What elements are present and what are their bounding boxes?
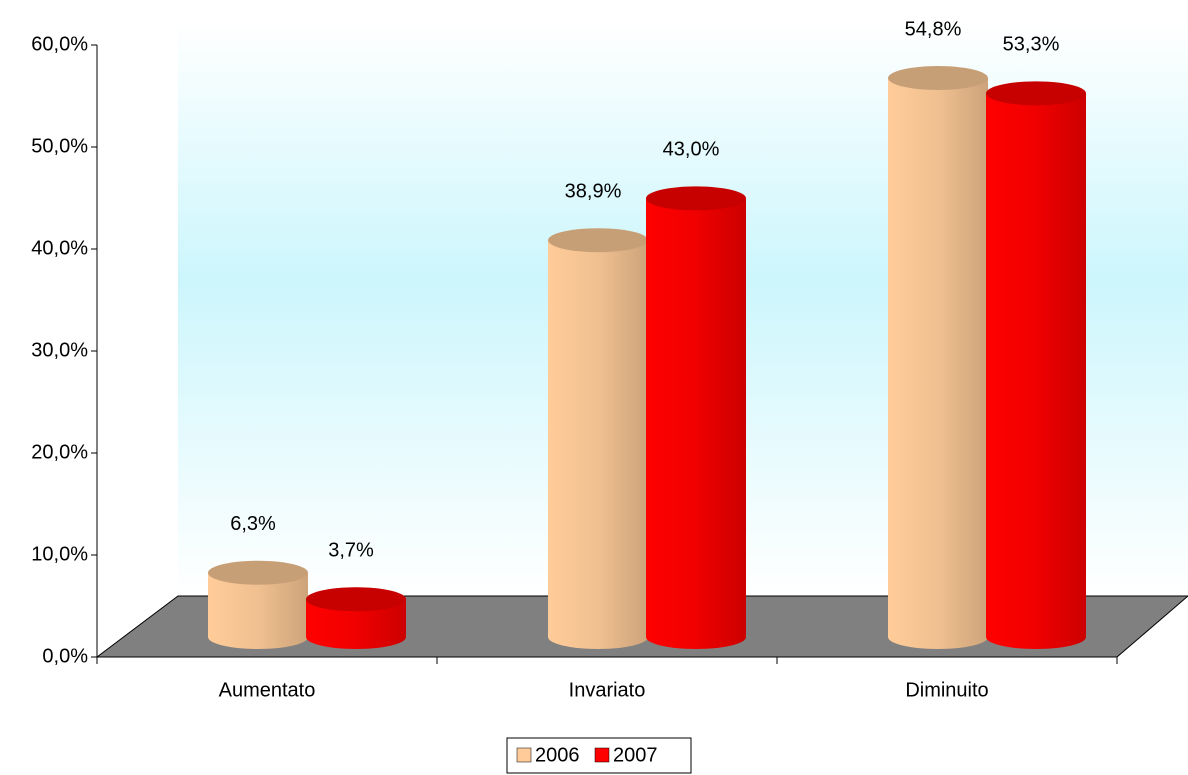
legend-swatch	[516, 747, 532, 763]
bar-shade	[306, 599, 406, 649]
bar-top	[888, 66, 988, 91]
y-tick-label: 50,0%	[31, 135, 88, 157]
value-label: 54,8%	[905, 18, 962, 40]
value-label: 43,0%	[663, 139, 720, 161]
x-tick-label: Invariato	[569, 679, 646, 701]
y-tick-label: 40,0%	[31, 237, 88, 259]
bar-shade	[646, 198, 746, 649]
y-tick-label: 0,0%	[42, 645, 88, 667]
bar-top-shade	[986, 81, 1086, 106]
bar-shade	[986, 93, 1086, 650]
bar-top	[306, 587, 406, 612]
value-label: 3,7%	[328, 540, 374, 562]
y-tick-label: 60,0%	[31, 33, 88, 55]
bar-shade	[888, 78, 988, 650]
x-tick-label: Aumentato	[219, 679, 316, 701]
bar-top-shade	[646, 186, 746, 211]
bar-shade	[208, 572, 308, 649]
bar-shade	[548, 240, 648, 649]
y-tick-label: 10,0%	[31, 543, 88, 565]
bar-top-shade	[548, 228, 648, 253]
bar-top	[646, 186, 746, 211]
bar-top-shade	[306, 587, 406, 612]
legend-label: 2006	[535, 744, 580, 766]
bar-top	[548, 228, 648, 253]
bar-top	[986, 81, 1086, 106]
value-label: 38,9%	[565, 181, 622, 203]
value-label: 53,3%	[1003, 34, 1060, 56]
legend-label: 2007	[613, 744, 658, 766]
bar-top	[208, 560, 308, 585]
value-label: 6,3%	[230, 513, 276, 535]
y-tick-label: 20,0%	[31, 441, 88, 463]
x-tick-label: Diminuito	[905, 679, 988, 701]
bar-top-shade	[888, 66, 988, 91]
bar-top-shade	[208, 560, 308, 585]
legend-swatch	[594, 747, 610, 763]
y-tick-label: 30,0%	[31, 339, 88, 361]
